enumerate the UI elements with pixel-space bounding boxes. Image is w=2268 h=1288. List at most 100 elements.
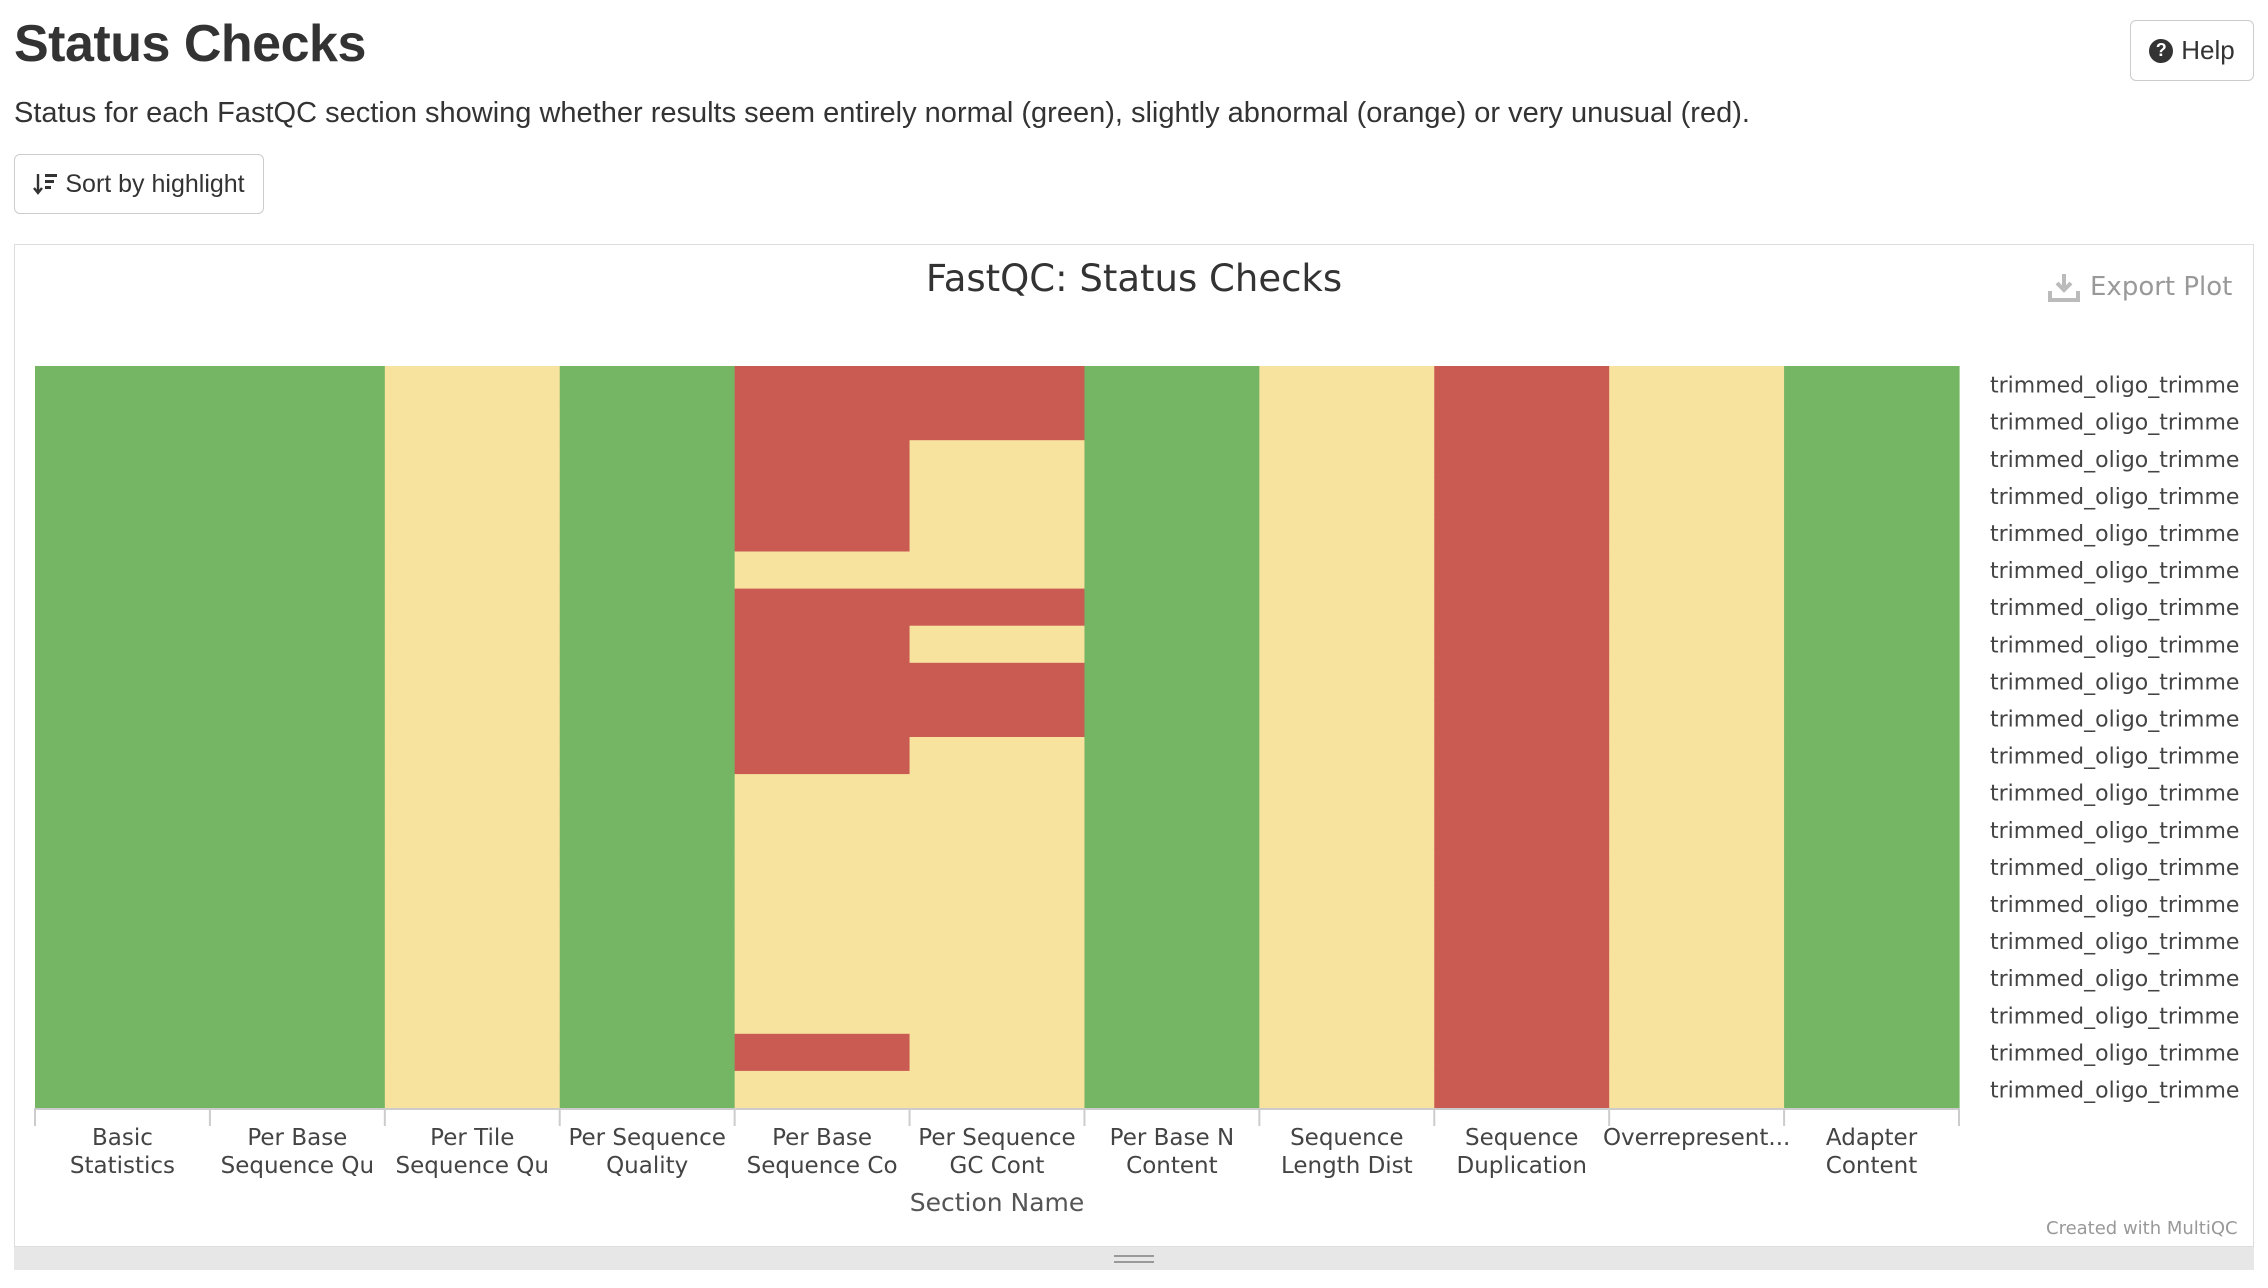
heatmap-cell[interactable] <box>1609 699 1785 738</box>
heatmap-cell[interactable] <box>1434 811 1610 849</box>
heatmap-cell[interactable] <box>1434 551 1610 590</box>
heatmap-cell[interactable] <box>1609 996 1785 1035</box>
heatmap-cell[interactable] <box>1609 662 1785 701</box>
heatmap-cell[interactable] <box>734 996 911 1035</box>
heatmap-cell[interactable] <box>1434 662 1610 701</box>
heatmap-cell[interactable] <box>734 403 911 441</box>
heatmap-cell[interactable] <box>1259 737 1435 775</box>
heatmap-cell[interactable] <box>1084 737 1260 775</box>
heatmap-cell[interactable] <box>1084 514 1260 553</box>
heatmap-cell[interactable] <box>909 551 1086 590</box>
heatmap-cell[interactable] <box>559 959 736 998</box>
heatmap-cell[interactable] <box>1434 996 1610 1035</box>
heatmap-cell[interactable] <box>909 774 1086 812</box>
heatmap-cell[interactable] <box>1784 551 1960 590</box>
heatmap-cell[interactable] <box>209 1070 386 1109</box>
heatmap-cell[interactable] <box>1609 403 1785 441</box>
heatmap-cell[interactable] <box>1434 959 1610 998</box>
heatmap-cell[interactable] <box>909 737 1086 775</box>
heatmap-cell[interactable] <box>384 514 561 553</box>
heatmap-cell[interactable] <box>559 699 736 738</box>
heatmap-cell[interactable] <box>909 514 1086 553</box>
heatmap-cell[interactable] <box>1434 403 1610 441</box>
heatmap-cell[interactable] <box>1434 699 1610 738</box>
heatmap-cell[interactable] <box>1784 699 1960 738</box>
heatmap-cell[interactable] <box>209 848 386 886</box>
heatmap-cell[interactable] <box>209 774 386 812</box>
heatmap-cell[interactable] <box>1609 1070 1785 1109</box>
heatmap-cell[interactable] <box>35 1070 211 1109</box>
heatmap-cell[interactable] <box>559 514 736 553</box>
heatmap-cell[interactable] <box>734 662 911 701</box>
heatmap-cell[interactable] <box>35 922 211 961</box>
heatmap-cell[interactable] <box>35 551 211 590</box>
heatmap-cell[interactable] <box>1609 774 1785 812</box>
heatmap-cell[interactable] <box>1609 625 1785 664</box>
heatmap-cell[interactable] <box>734 1033 911 1072</box>
heatmap-cell[interactable] <box>35 811 211 849</box>
heatmap-cell[interactable] <box>1784 625 1960 664</box>
heatmap-cell[interactable] <box>909 959 1086 998</box>
heatmap-cell[interactable] <box>209 477 386 515</box>
heatmap-cell[interactable] <box>1609 440 1785 478</box>
heatmap-cell[interactable] <box>909 1070 1086 1109</box>
heatmap-cell[interactable] <box>1259 1070 1435 1109</box>
heatmap-cell[interactable] <box>384 996 561 1035</box>
heatmap-cell[interactable] <box>35 366 211 404</box>
heatmap-cell[interactable] <box>909 625 1086 664</box>
heatmap-cell[interactable] <box>1434 885 1610 924</box>
heatmap-cell[interactable] <box>384 737 561 775</box>
heatmap-cell[interactable] <box>384 477 561 515</box>
heatmap-cell[interactable] <box>209 403 386 441</box>
heatmap-cell[interactable] <box>559 440 736 478</box>
heatmap-cell[interactable] <box>1784 737 1960 775</box>
heatmap-cell[interactable] <box>35 514 211 553</box>
heatmap-cell[interactable] <box>559 588 736 627</box>
heatmap-cell[interactable] <box>209 885 386 924</box>
heatmap-cell[interactable] <box>1784 440 1960 478</box>
heatmap-cell[interactable] <box>1784 996 1960 1035</box>
heatmap-cell[interactable] <box>35 588 211 627</box>
heatmap-cell[interactable] <box>384 885 561 924</box>
heatmap-cell[interactable] <box>559 811 736 849</box>
heatmap-cell[interactable] <box>209 514 386 553</box>
heatmap-cell[interactable] <box>1784 774 1960 812</box>
heatmap-cell[interactable] <box>734 1070 911 1109</box>
heatmap-cell[interactable] <box>35 885 211 924</box>
heatmap-cell[interactable] <box>1784 1070 1960 1109</box>
heatmap-cell[interactable] <box>734 588 911 627</box>
heatmap-cell[interactable] <box>1084 774 1260 812</box>
heatmap-cell[interactable] <box>1784 959 1960 998</box>
heatmap-cell[interactable] <box>559 885 736 924</box>
heatmap-cell[interactable] <box>1259 588 1435 627</box>
heatmap-cell[interactable] <box>209 551 386 590</box>
heatmap-cell[interactable] <box>909 1033 1086 1072</box>
heatmap-cell[interactable] <box>209 588 386 627</box>
sort-by-highlight-button[interactable]: Sort by highlight <box>14 154 264 214</box>
heatmap-cell[interactable] <box>35 737 211 775</box>
heatmap-cell[interactable] <box>1784 514 1960 553</box>
heatmap-cell[interactable] <box>1784 922 1960 961</box>
heatmap-cell[interactable] <box>1609 551 1785 590</box>
heatmap-cell[interactable] <box>1434 588 1610 627</box>
heatmap-cell[interactable] <box>1784 811 1960 849</box>
heatmap-cell[interactable] <box>1434 440 1610 478</box>
heatmap-cell[interactable] <box>384 922 561 961</box>
heatmap-cell[interactable] <box>559 477 736 515</box>
heatmap-cell[interactable] <box>1084 625 1260 664</box>
heatmap-cell[interactable] <box>1434 774 1610 812</box>
heatmap-cell[interactable] <box>1784 848 1960 886</box>
heatmap-cell[interactable] <box>734 811 911 849</box>
heatmap-cell[interactable] <box>1259 774 1435 812</box>
heatmap-cell[interactable] <box>1609 737 1785 775</box>
heatmap-cell[interactable] <box>1609 959 1785 998</box>
heatmap-cell[interactable] <box>1259 885 1435 924</box>
heatmap-cell[interactable] <box>209 922 386 961</box>
heatmap-cell[interactable] <box>35 662 211 701</box>
heatmap-cell[interactable] <box>1259 440 1435 478</box>
heatmap-cell[interactable] <box>909 662 1086 701</box>
heatmap-cell[interactable] <box>1784 1033 1960 1072</box>
heatmap-cell[interactable] <box>1259 1033 1435 1072</box>
heatmap-cell[interactable] <box>734 625 911 664</box>
heatmap-cell[interactable] <box>209 625 386 664</box>
